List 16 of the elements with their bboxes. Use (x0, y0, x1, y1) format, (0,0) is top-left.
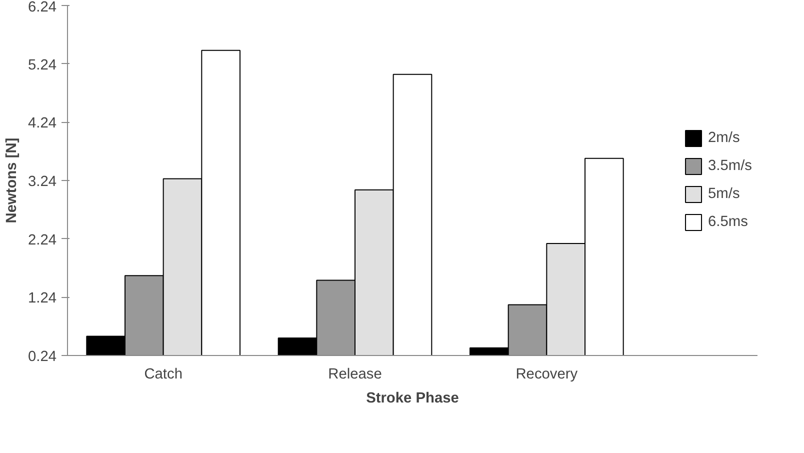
y-axis-title: Newtons [N] (4, 138, 20, 224)
x-tick-label: Catch (144, 366, 182, 382)
y-tick-label: 4.24 (28, 116, 57, 132)
x-tick-label: Release (328, 366, 382, 382)
y-tick-label: 5.24 (28, 57, 57, 74)
legend-label: 3.5m/s (708, 158, 752, 174)
y-tick-label: 2.24 (28, 232, 57, 248)
y-tick-label: 1.24 (28, 290, 57, 307)
y-tick-label: 6.24 (28, 0, 57, 16)
legend-label: 6.5ms (708, 214, 748, 230)
legend-label: 5m/s (708, 186, 740, 202)
y-tick-label: 3.24 (28, 174, 57, 190)
y-tick-label: 0.24 (28, 349, 57, 365)
legend-label: 2m/s (708, 130, 740, 146)
x-tick-label: Recovery (516, 366, 578, 382)
x-axis-title: Stroke Phase (366, 390, 459, 406)
